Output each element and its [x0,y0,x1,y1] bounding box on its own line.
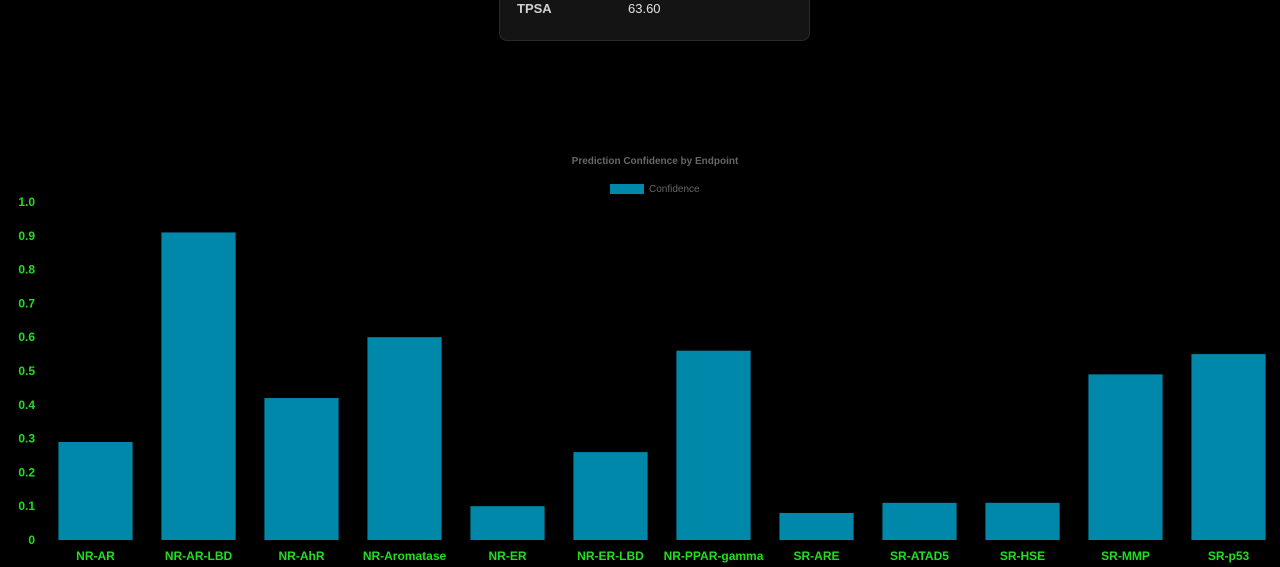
bar-nr-er[interactable] [470,506,545,540]
legend-swatch [610,184,644,194]
y-tick-label: 0.6 [18,330,35,344]
x-tick-label: NR-Aromatase [363,549,447,563]
bar-nr-aromatase[interactable] [367,337,442,540]
x-tick-label: SR-ARE [793,549,839,563]
chart-title: Prediction Confidence by Endpoint [572,156,739,167]
x-tick-label: NR-AR [76,549,115,563]
x-tick-label: SR-ATAD5 [890,549,949,563]
bar-nr-ar[interactable] [58,441,133,540]
confidence-bar-chart: Prediction Confidence by Endpoint Confid… [18,156,1266,563]
x-tick-label: NR-ER-LBD [577,549,644,563]
property-value: 63.60 [628,1,661,16]
x-tick-label: NR-PPAR-gamma [664,549,764,563]
x-tick-label: SR-MMP [1101,549,1150,563]
property-card: TPSA 63.60 [499,0,810,41]
y-axis-ticks: 0 0.1 0.2 0.3 0.4 0.5 0.6 0.7 0.8 0.9 1.0 [18,195,35,547]
bar-sr-hse[interactable] [985,502,1060,540]
x-tick-label: SR-HSE [1000,549,1045,563]
y-tick-label: 0.2 [18,465,35,479]
bar-sr-mmp[interactable] [1088,374,1163,540]
property-row-tpsa: TPSA 63.60 [500,1,809,21]
y-tick-label: 0.3 [18,432,35,446]
y-tick-label: 0.9 [18,229,35,243]
bar-sr-are[interactable] [779,512,854,540]
x-tick-label: NR-AhR [279,549,325,563]
bar-nr-ahr[interactable] [264,398,339,540]
bar-sr-atad5[interactable] [882,502,957,540]
bars [58,232,1266,541]
x-tick-label: NR-AR-LBD [165,549,233,563]
chart-legend[interactable]: Confidence [610,184,700,195]
y-tick-label: 0.4 [18,398,35,412]
property-name: TPSA [517,1,552,16]
bar-nr-er-lbd[interactable] [573,452,648,540]
bar-nr-ppar-gamma[interactable] [676,350,751,540]
y-tick-label: 1.0 [18,195,35,209]
legend-label: Confidence [649,184,700,195]
y-tick-label: 0.1 [18,499,35,513]
y-tick-label: 0 [28,533,35,547]
x-tick-label: NR-ER [489,549,527,563]
x-axis-ticks: NR-AR NR-AR-LBD NR-AhR NR-Aromatase NR-ER NR-… [76,549,1249,563]
y-tick-label: 0.7 [18,296,35,310]
y-tick-label: 0.8 [18,263,35,277]
x-tick-label: SR-p53 [1208,549,1250,563]
bar-sr-p53[interactable] [1191,354,1266,540]
bar-nr-ar-lbd[interactable] [161,232,236,541]
y-tick-label: 0.5 [18,364,35,378]
